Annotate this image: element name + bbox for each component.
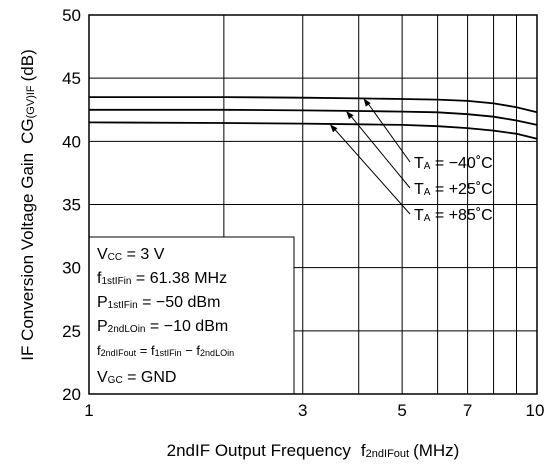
legend-entry-2: TA = +85˚C <box>414 207 493 224</box>
x-tick-label: 5 <box>397 401 406 420</box>
y-tick-label: 50 <box>62 6 81 25</box>
condition-vgc: VGC = GND <box>97 369 176 386</box>
x-tick-label: 10 <box>526 401 545 420</box>
condition-vcc: VCC = 3 V <box>97 246 165 263</box>
legend-arrowhead-1 <box>346 111 354 120</box>
x-tick-label: 3 <box>298 401 307 420</box>
x-tick-label: 7 <box>463 401 472 420</box>
condition-f1stifin: f1stIFin = 61.38 MHz <box>97 270 227 287</box>
y-tick-label: 20 <box>62 385 81 404</box>
legend-arrow-2 <box>332 126 411 215</box>
condition-f2ndifout: f2ndIFout = f1stIFin − f2ndLOin <box>97 343 234 358</box>
x-tick-label: 1 <box>84 401 93 420</box>
condition-p1stifin: P1stIFin = −50 dBm <box>97 294 220 311</box>
series-line-2 <box>88 121 538 140</box>
y-axis-label: IF Conversion Voltage GainCG(GV)IF(dB) <box>18 49 37 361</box>
x-tick-labels: 1 3 5 7 10 <box>84 401 544 420</box>
y-tick-labels: 20 25 30 35 40 45 50 <box>62 6 81 404</box>
y-tick-label: 45 <box>62 69 81 88</box>
legend: TA = −40˚C TA = +25˚C TA = +85˚C <box>414 155 493 224</box>
legend-entry-1: TA = +25˚C <box>414 181 493 198</box>
legend-arrow-1 <box>348 113 411 189</box>
plot-frame <box>88 14 538 395</box>
y-tick-label: 30 <box>62 259 81 278</box>
legend-arrowhead-2 <box>329 124 338 133</box>
series-line-1 <box>89 108 538 126</box>
conditions: VCC = 3 V f1stIFin = 61.38 MHz P1stIFin … <box>97 246 234 386</box>
x-axis-label: 2ndIF Output Frequency f2ndIFout (MHz) <box>167 441 460 460</box>
legend-arrows <box>329 98 411 215</box>
legend-entry-0: TA = −40˚C <box>414 155 493 172</box>
y-tick-label: 40 <box>62 132 81 151</box>
legend-arrowhead-0 <box>363 98 371 107</box>
series-lines <box>88 96 538 140</box>
y-tick-label: 35 <box>62 196 81 215</box>
condition-p2ndloin: P2ndLOin = −10 dBm <box>97 318 228 335</box>
conditions-box <box>88 236 295 395</box>
y-tick-label: 25 <box>62 322 81 341</box>
legend-arrow-0 <box>366 101 411 163</box>
series-line-0 <box>89 96 538 114</box>
grid <box>89 15 537 394</box>
